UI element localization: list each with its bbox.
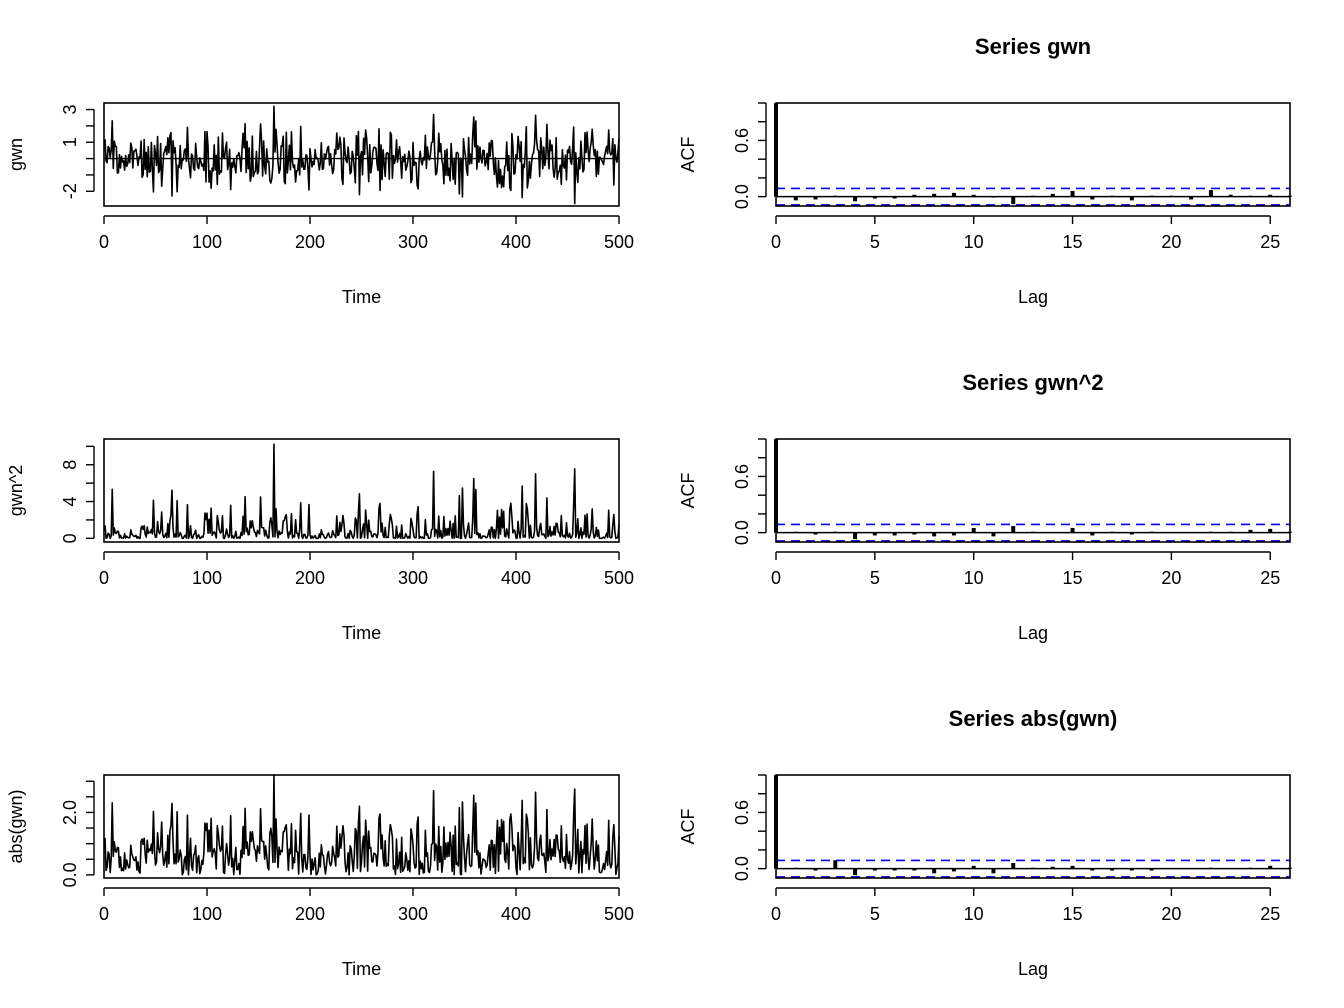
y-tick-label: 0.6 bbox=[732, 800, 752, 825]
x-tick-label: 15 bbox=[1063, 904, 1083, 924]
x-tick-label: 25 bbox=[1260, 568, 1280, 588]
y-tick-label: 0.6 bbox=[732, 464, 752, 489]
x-tick-label: 0 bbox=[771, 232, 781, 252]
x-tick-label: 20 bbox=[1161, 568, 1181, 588]
y-axis: 0 4 8 bbox=[60, 445, 95, 543]
y-tick-label: 0 bbox=[60, 533, 80, 543]
y-axis-label: ACF bbox=[678, 472, 698, 508]
series-line bbox=[104, 774, 620, 876]
x-tick-label: 0 bbox=[99, 568, 109, 588]
x-axis: 0 5 10 15 20 25 bbox=[771, 215, 1280, 252]
plot-frame bbox=[775, 438, 1291, 543]
y-axis: 0.0 2.0 bbox=[60, 780, 95, 887]
y-tick-label: 0.0 bbox=[732, 856, 752, 881]
y-tick-label: 3 bbox=[60, 105, 80, 115]
x-axis-label: Time bbox=[342, 287, 381, 307]
x-axis-label: Lag bbox=[1018, 623, 1048, 643]
x-tick-label: 0 bbox=[99, 232, 109, 252]
panel-time-series-gwn2: 0 100 200 300 400 500 Time 0 4 8 gwn^2 bbox=[6, 438, 634, 643]
x-tick-label: 400 bbox=[501, 232, 531, 252]
panel-acf-absgwn: Series abs(gwn) 0 5 10 15 20 25 Lag 0.0 0.6 ACF bbox=[678, 706, 1292, 979]
x-tick-label: 100 bbox=[192, 232, 222, 252]
y-axis-label: gwn bbox=[6, 138, 26, 171]
x-tick-label: 100 bbox=[192, 568, 222, 588]
x-axis: 0 100 200 300 400 500 bbox=[99, 215, 634, 252]
x-tick-label: 300 bbox=[398, 904, 428, 924]
x-tick-label: 25 bbox=[1260, 232, 1280, 252]
x-tick-label: 5 bbox=[870, 568, 880, 588]
y-axis: 0.0 0.6 bbox=[732, 438, 767, 545]
panel-time-series-gwn: 0 100 200 300 400 500 Time -2 1 3 gwn bbox=[6, 102, 634, 307]
x-tick-label: 200 bbox=[295, 904, 325, 924]
y-tick-label: 0.0 bbox=[60, 862, 80, 887]
x-axis: 0 100 200 300 400 500 bbox=[99, 887, 634, 924]
x-axis-label: Time bbox=[342, 623, 381, 643]
plot-frame bbox=[103, 102, 620, 207]
x-axis: 0 5 10 15 20 25 bbox=[771, 551, 1280, 588]
plot-frame bbox=[775, 774, 1291, 879]
x-tick-label: 15 bbox=[1063, 232, 1083, 252]
y-tick-label: 8 bbox=[60, 460, 80, 470]
x-axis: 0 100 200 300 400 500 bbox=[99, 551, 634, 588]
y-axis-label: abs(gwn) bbox=[6, 789, 26, 863]
x-tick-label: 200 bbox=[295, 568, 325, 588]
y-axis-label: gwn^2 bbox=[6, 465, 26, 516]
x-tick-label: 10 bbox=[964, 568, 984, 588]
y-tick-label: 0.0 bbox=[732, 520, 752, 545]
x-tick-label: 25 bbox=[1260, 904, 1280, 924]
y-axis: 0.0 0.6 bbox=[732, 102, 767, 209]
x-tick-label: 10 bbox=[964, 904, 984, 924]
panel-acf-gwn2: Series gwn^2 0 5 10 15 20 25 Lag 0.0 0.6 ACF bbox=[678, 370, 1292, 643]
x-tick-label: 400 bbox=[501, 568, 531, 588]
x-tick-label: 500 bbox=[604, 904, 634, 924]
y-axis: -2 1 3 bbox=[60, 105, 95, 199]
y-tick-label: -2 bbox=[60, 183, 80, 199]
x-axis-label: Lag bbox=[1018, 959, 1048, 979]
panel-acf-gwn: Series gwn 0 5 10 15 20 25 Lag 0.0 0.6 ACF bbox=[678, 34, 1292, 307]
x-tick-label: 5 bbox=[870, 232, 880, 252]
x-tick-label: 15 bbox=[1063, 568, 1083, 588]
plot-frame bbox=[775, 102, 1291, 207]
y-tick-label: 1 bbox=[60, 137, 80, 147]
y-tick-label: 0.6 bbox=[732, 128, 752, 153]
x-tick-label: 400 bbox=[501, 904, 531, 924]
x-axis-label: Time bbox=[342, 959, 381, 979]
x-tick-label: 10 bbox=[964, 232, 984, 252]
plot-frame bbox=[103, 774, 620, 879]
x-tick-label: 500 bbox=[604, 232, 634, 252]
panel-time-series-absgwn: 0 100 200 300 400 500 Time 0.0 2.0 abs(gwn) bbox=[6, 774, 634, 979]
y-tick-label: 2.0 bbox=[60, 800, 80, 825]
x-tick-label: 5 bbox=[870, 904, 880, 924]
x-tick-label: 500 bbox=[604, 568, 634, 588]
x-tick-label: 300 bbox=[398, 232, 428, 252]
series-line bbox=[104, 443, 620, 540]
plot-title: Series abs(gwn) bbox=[949, 706, 1118, 731]
series-line bbox=[104, 105, 620, 205]
y-axis-label: ACF bbox=[678, 808, 698, 844]
plot-frame bbox=[103, 438, 620, 543]
x-tick-label: 0 bbox=[771, 904, 781, 924]
x-axis: 0 5 10 15 20 25 bbox=[771, 887, 1280, 924]
x-tick-label: 300 bbox=[398, 568, 428, 588]
x-tick-label: 0 bbox=[99, 904, 109, 924]
x-tick-label: 100 bbox=[192, 904, 222, 924]
x-tick-label: 20 bbox=[1161, 904, 1181, 924]
x-axis-label: Lag bbox=[1018, 287, 1048, 307]
x-tick-label: 20 bbox=[1161, 232, 1181, 252]
x-tick-label: 0 bbox=[771, 568, 781, 588]
plot-title: Series gwn^2 bbox=[962, 370, 1103, 395]
y-tick-label: 4 bbox=[60, 497, 80, 507]
y-axis: 0.0 0.6 bbox=[732, 774, 767, 881]
plot-title: Series gwn bbox=[975, 34, 1091, 59]
y-tick-label: 0.0 bbox=[732, 184, 752, 209]
y-axis-label: ACF bbox=[678, 136, 698, 172]
x-tick-label: 200 bbox=[295, 232, 325, 252]
